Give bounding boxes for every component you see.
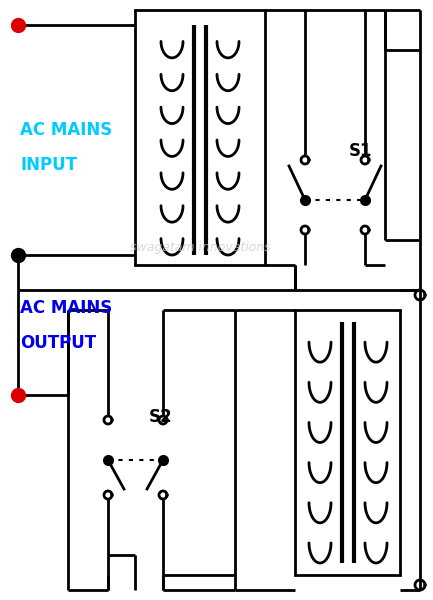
Text: swagatam innovations: swagatam innovations — [130, 241, 271, 254]
Text: S2: S2 — [149, 408, 173, 426]
Text: S1: S1 — [348, 142, 372, 160]
Text: AC MAINS: AC MAINS — [20, 121, 112, 139]
Text: AC MAINS: AC MAINS — [20, 299, 112, 317]
Text: INPUT: INPUT — [20, 156, 77, 174]
Text: OUTPUT: OUTPUT — [20, 334, 96, 352]
